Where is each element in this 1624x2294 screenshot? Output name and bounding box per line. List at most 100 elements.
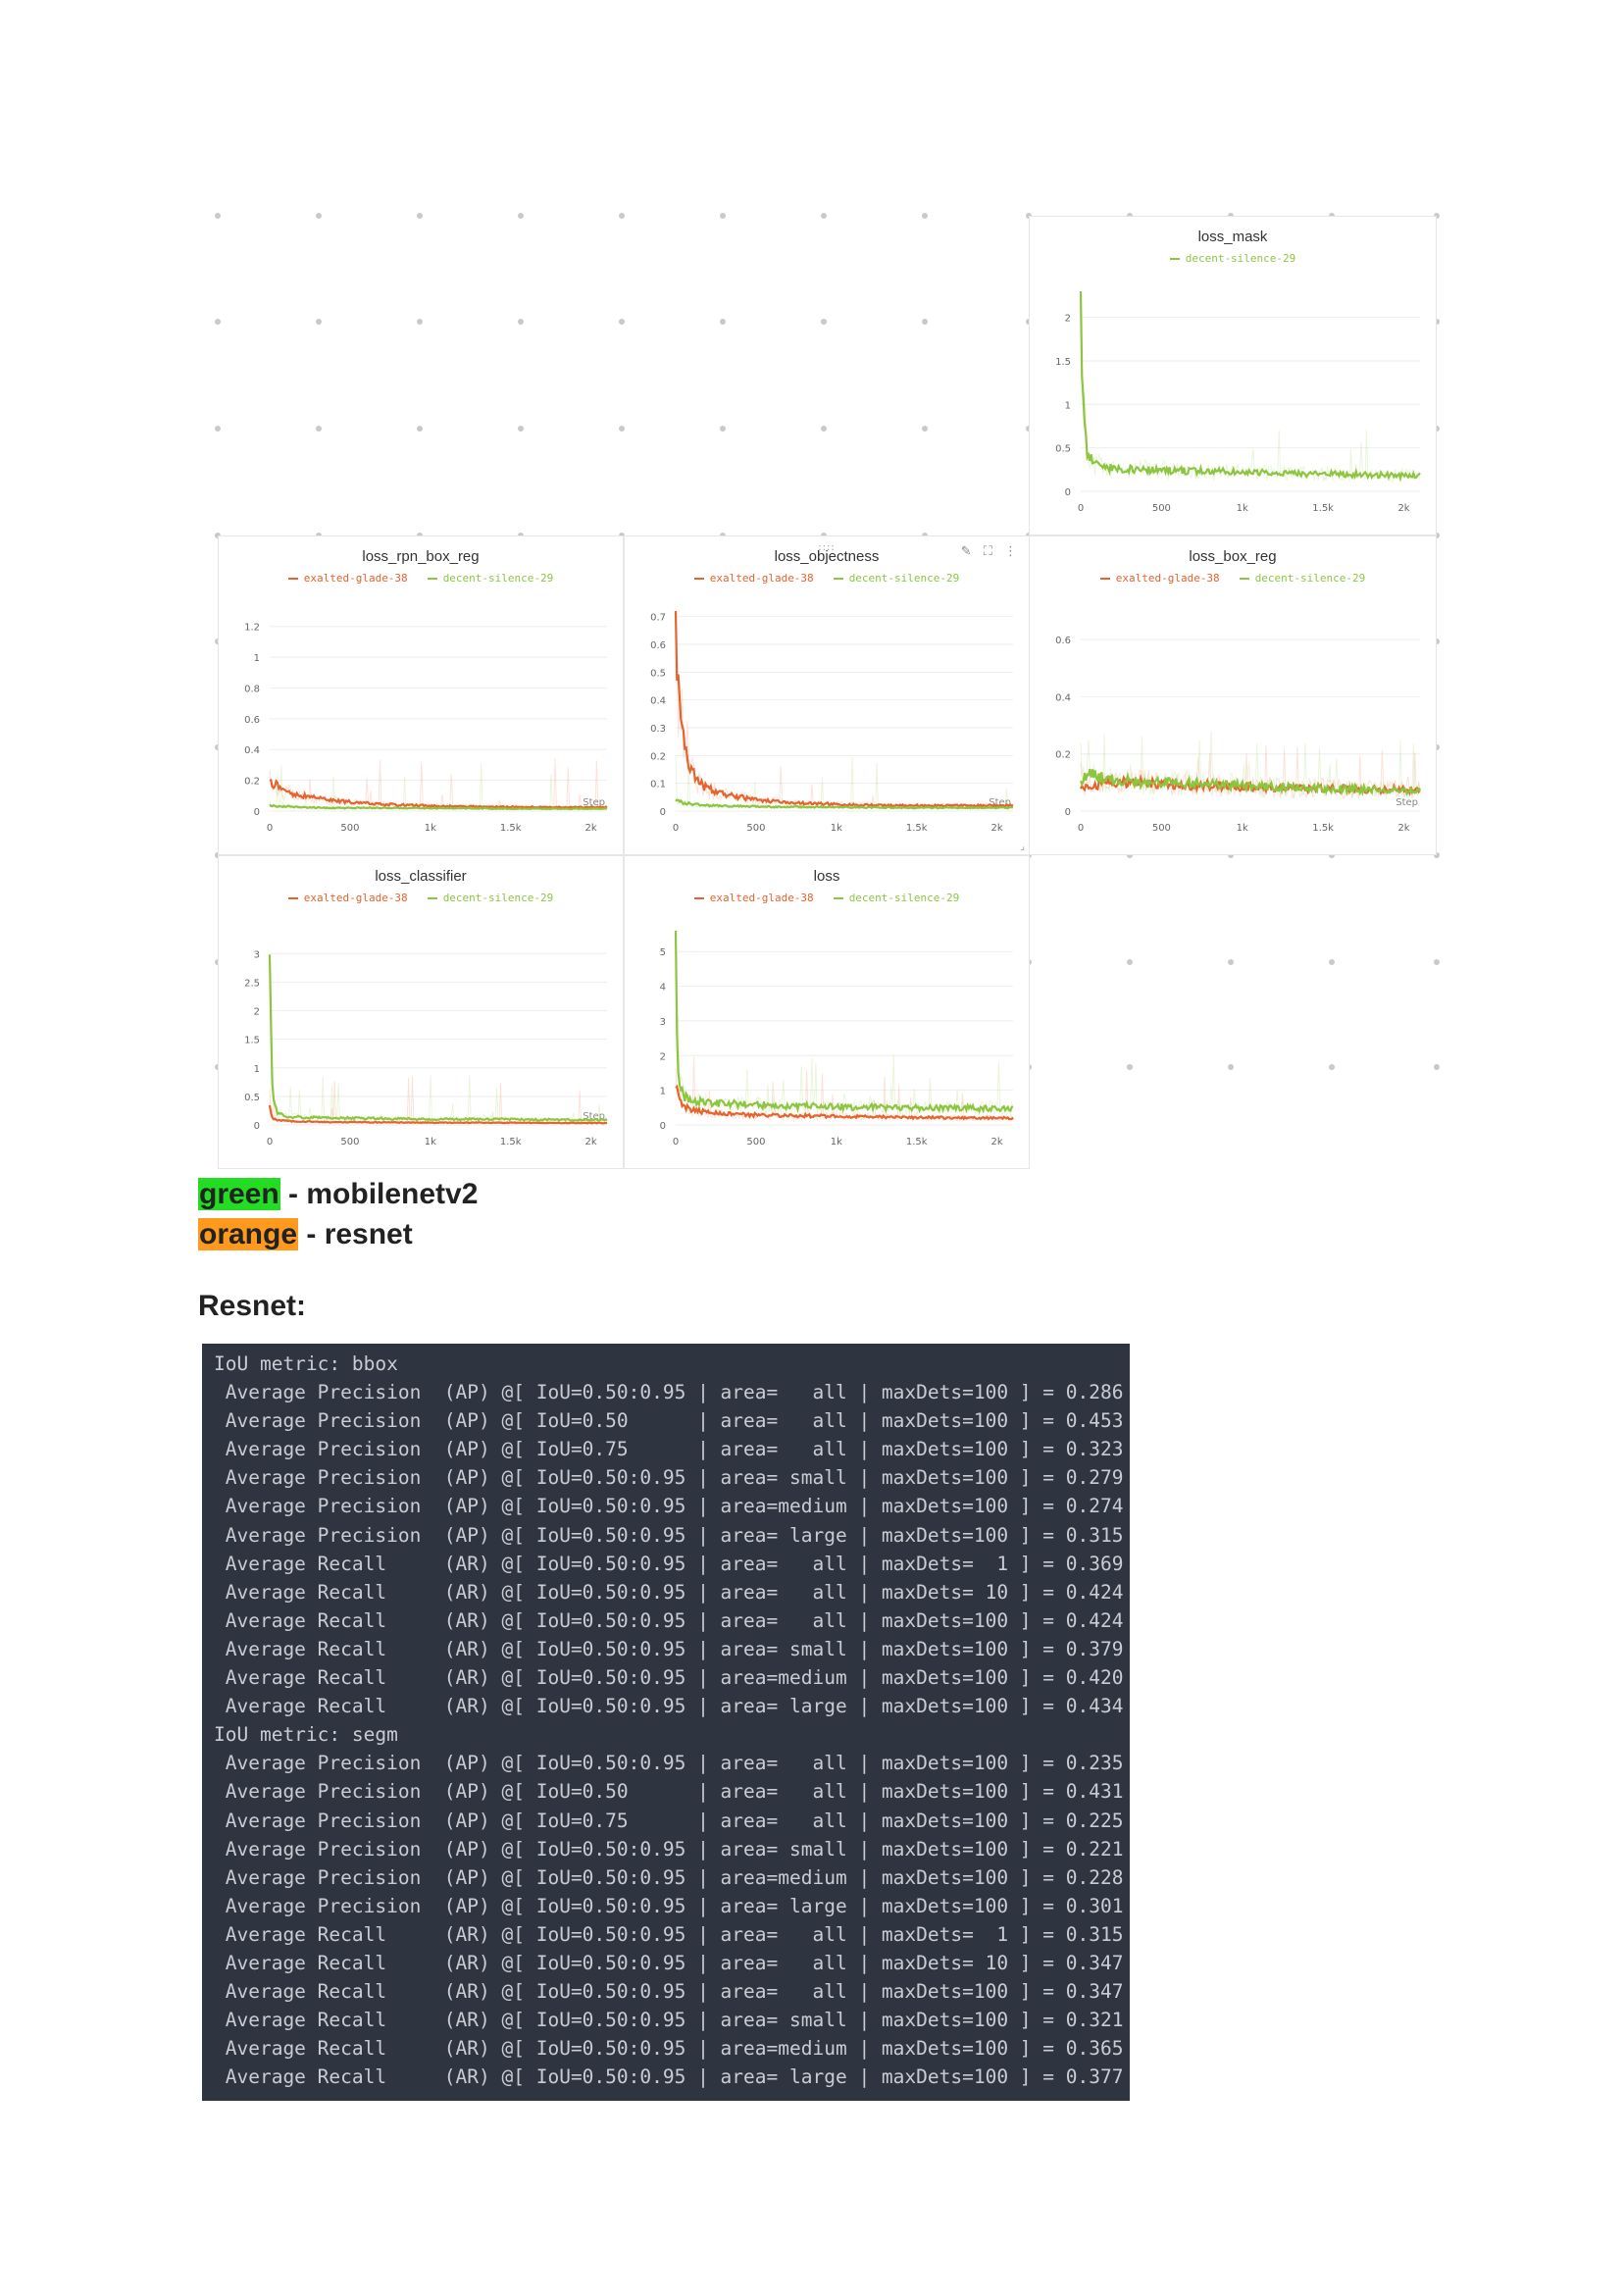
terminal-output[interactable]: IoU metric: bbox Average Precision (AP) … — [202, 1344, 1130, 2101]
chart-panel-loss-classifier[interactable]: loss_classifier exalted-glade-38 decent-s… — [218, 855, 624, 1169]
x-tick-label: 500 — [340, 1137, 359, 1147]
terminal-line: Average Recall (AR) @[ IoU=0.50:0.95 | a… — [214, 1666, 1124, 1690]
grid-dot — [215, 426, 221, 432]
series-line — [269, 778, 608, 810]
chart-plot: 0 1 2 3 4 5 0 500 1k 1.5k 2k — [660, 930, 1014, 1147]
drag-handle-icon[interactable]: :::: — [818, 542, 836, 553]
more-menu-icon[interactable]: ⋮ — [1004, 544, 1017, 559]
grid-dot — [1127, 1064, 1133, 1070]
terminal-line: Average Recall (AR) @[ IoU=0.50:0.95 | a… — [214, 1922, 1124, 1946]
x-tick-label: 2k — [1397, 823, 1409, 834]
x-tick-label: 1k — [425, 823, 436, 834]
x-tick-label: 0 — [673, 1137, 679, 1147]
legend-swatch — [1099, 578, 1110, 580]
x-tick-label: 500 — [1152, 823, 1171, 834]
grid-dot — [821, 319, 827, 325]
terminal-line: Average Recall (AR) @[ IoU=0.50:0.95 | a… — [214, 1695, 1124, 1718]
y-tick-label: 0.6 — [650, 640, 666, 651]
series-line — [1079, 290, 1421, 483]
y-tick-label: 2.5 — [244, 978, 260, 989]
chart-legend: exalted-glade-38 decent-silence-29 — [625, 572, 1029, 585]
x-tick-label: 1k — [1237, 823, 1248, 834]
highlight-green: green — [198, 1178, 280, 1210]
terminal-line: Average Precision (AP) @[ IoU=0.50:0.95 … — [214, 1381, 1124, 1404]
chart-title: loss_rpn_box_reg — [362, 548, 480, 565]
y-tick-label: 0.4 — [1055, 692, 1071, 703]
chart-legend: exalted-glade-38 decent-silence-29 — [625, 892, 1029, 904]
grid-dot — [417, 213, 423, 219]
terminal-line: Average Recall (AR) @[ IoU=0.50:0.95 | a… — [214, 2037, 1124, 2061]
series-line — [674, 930, 1014, 1114]
legend-label: decent-silence-29 — [848, 892, 960, 904]
x-tick-label: 1.5k — [906, 1137, 928, 1147]
legend-swatch — [1169, 258, 1180, 260]
grid-dot — [1228, 959, 1234, 965]
fullscreen-icon[interactable]: ⛶ — [983, 544, 992, 559]
x-axis-label: Step — [583, 1111, 605, 1122]
y-tick-label: 1.2 — [244, 623, 260, 634]
legend-label: exalted-glade-38 — [709, 572, 814, 585]
terminal-line: IoU metric: segm — [214, 1723, 398, 1747]
legend-swatch — [693, 897, 704, 899]
legend-swatch — [833, 578, 843, 580]
chart-plot: 0 0.1 0.2 0.3 0.4 0.5 0.6 0.7 0 500 1k 1.5k 2k Step — [650, 610, 1014, 834]
grid-dot — [1434, 959, 1440, 965]
grid-dot — [316, 426, 322, 432]
y-tick-label: 2 — [660, 1051, 666, 1062]
legend-entry: exalted-glade-38 — [693, 892, 814, 904]
y-tick-label: 1.5 — [244, 1036, 260, 1046]
terminal-line: Average Precision (AP) @[ IoU=0.50:0.95 … — [214, 1495, 1124, 1518]
terminal-line: Average Recall (AR) @[ IoU=0.50:0.95 | a… — [214, 1951, 1124, 1974]
grid-dot — [518, 319, 524, 325]
terminal-line: Average Recall (AR) @[ IoU=0.50:0.95 | a… — [214, 1580, 1124, 1604]
series-raw-line — [675, 960, 1014, 1117]
terminal-line: Average Precision (AP) @[ IoU=0.50:0.95 … — [214, 1837, 1124, 1861]
y-tick-label: 0.7 — [650, 613, 666, 624]
chart-legend: exalted-glade-38 decent-silence-29 — [219, 572, 623, 585]
x-tick-label: 500 — [746, 1137, 765, 1147]
series-raw-line — [269, 994, 608, 1124]
y-tick-label: 0 — [1065, 487, 1071, 498]
x-tick-label: 500 — [1152, 503, 1171, 514]
x-tick-label: 0 — [673, 823, 679, 834]
chart-panel-loss-mask[interactable]: loss_mask decent-silence-29 0 0.5 1 1.5 2 0 50… — [1029, 216, 1437, 535]
chart-plot: 0 0.2 0.4 0.6 0 500 1k 1.5k 2k Step — [1055, 636, 1421, 834]
chart-title: loss_mask — [1197, 229, 1268, 245]
series-raw-line — [1080, 314, 1421, 483]
edit-icon[interactable]: ✎ — [960, 544, 972, 559]
y-tick-label: 0.6 — [1055, 636, 1071, 646]
chart-title: loss_objectness — [774, 548, 880, 565]
y-tick-label: 1 — [1065, 400, 1071, 411]
chart-title: loss_box_reg — [1189, 548, 1277, 565]
grid-dot — [316, 319, 322, 325]
color-legend-notes: green - mobilenetv2 orange - resnet — [198, 1174, 478, 1254]
x-tick-label: 500 — [746, 823, 765, 834]
terminal-line: Average Recall (AR) @[ IoU=0.50:0.95 | a… — [214, 1637, 1124, 1660]
grid-dot — [619, 426, 625, 432]
legend-note-text: - resnet — [298, 1218, 413, 1250]
x-tick-label: 2k — [991, 823, 1003, 834]
terminal-line: Average Precision (AP) @[ IoU=0.50:0.95 … — [214, 1865, 1124, 1889]
chart-plot: 0 0.5 1 1.5 2 2.5 3 0 500 1k 1.5k 2k Step — [244, 949, 608, 1147]
x-tick-label: 2k — [585, 823, 597, 834]
chart-panel-loss-objectness[interactable]: :::: ✎ ⛶ ⋮ loss_objectness exalted-glade… — [624, 535, 1030, 855]
grid-dot — [417, 319, 423, 325]
chart-panel-loss-rpn-box-reg[interactable]: loss_rpn_box_reg exalted-glade-38 decent-… — [218, 535, 624, 855]
highlight-orange: orange — [198, 1218, 299, 1250]
y-tick-label: 1 — [254, 653, 260, 664]
x-tick-label: 0 — [1078, 503, 1084, 514]
grid-dot — [1329, 1064, 1335, 1070]
legend-note-green: green - mobilenetv2 — [198, 1174, 478, 1214]
chart-panel-loss-box-reg[interactable]: loss_box_reg exalted-glade-38 decent-sile… — [1029, 535, 1437, 855]
y-tick-label: 0.2 — [1055, 750, 1071, 761]
terminal-line: Average Recall (AR) @[ IoU=0.50:0.95 | a… — [214, 1608, 1124, 1632]
legend-swatch — [287, 578, 298, 580]
series-raw-line — [675, 1056, 1014, 1123]
legend-entry: exalted-glade-38 — [693, 572, 814, 585]
resize-handle-icon[interactable]: ⌟ — [1020, 841, 1025, 852]
y-tick-label: 1 — [660, 1087, 666, 1097]
chart-panel-loss[interactable]: loss exalted-glade-38 decent-silence-29 0… — [624, 855, 1030, 1169]
legend-swatch — [287, 897, 298, 899]
legend-label: decent-silence-29 — [848, 572, 960, 585]
grid-dot — [821, 213, 827, 219]
